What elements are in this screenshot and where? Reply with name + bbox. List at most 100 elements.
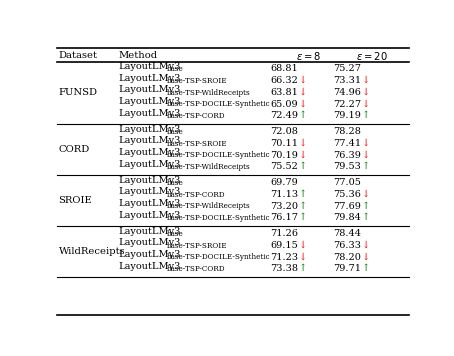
Text: 71.26: 71.26 — [270, 229, 298, 238]
Text: 73.20: 73.20 — [270, 201, 298, 211]
Text: base-TSP-SROIE: base-TSP-SROIE — [167, 140, 227, 148]
Text: 78.28: 78.28 — [333, 127, 361, 136]
Text: 79.19: 79.19 — [333, 111, 361, 120]
Text: base: base — [167, 65, 183, 73]
Text: base-TSP-CORD: base-TSP-CORD — [167, 265, 225, 273]
Text: 76.39: 76.39 — [333, 151, 361, 159]
Text: base-TSP-CORD: base-TSP-CORD — [167, 190, 225, 199]
Text: LayoutLMv3: LayoutLMv3 — [118, 160, 181, 169]
Text: ↓: ↓ — [362, 76, 370, 85]
Text: ↓: ↓ — [299, 76, 307, 85]
Text: 79.84: 79.84 — [333, 213, 361, 222]
Text: ↑: ↑ — [299, 190, 307, 199]
Text: ↑: ↑ — [362, 213, 370, 222]
Text: 69.15: 69.15 — [270, 241, 298, 250]
Text: base-TSP-WildReceipts: base-TSP-WildReceipts — [167, 202, 251, 210]
Text: ↓: ↓ — [299, 241, 307, 250]
Text: base-TSP-SROIE: base-TSP-SROIE — [167, 77, 227, 85]
Text: 77.41: 77.41 — [333, 139, 361, 148]
Text: ↓: ↓ — [362, 139, 370, 148]
Text: 73.38: 73.38 — [270, 264, 298, 273]
Text: base-TSP-DOCILE-Synthetic: base-TSP-DOCILE-Synthetic — [167, 100, 271, 108]
Text: LayoutLMv3: LayoutLMv3 — [118, 97, 181, 106]
Text: ↑: ↑ — [299, 162, 307, 171]
Text: 74.96: 74.96 — [333, 88, 361, 97]
Text: 78.20: 78.20 — [333, 253, 361, 262]
Text: 66.32: 66.32 — [270, 76, 298, 85]
Text: 69.79: 69.79 — [270, 178, 298, 187]
Text: 71.23: 71.23 — [270, 253, 298, 262]
Text: 65.09: 65.09 — [270, 100, 298, 109]
Text: $\epsilon = 20$: $\epsilon = 20$ — [356, 50, 388, 62]
Text: 79.71: 79.71 — [333, 264, 361, 273]
Text: LayoutLMv3: LayoutLMv3 — [118, 85, 181, 94]
Text: 68.81: 68.81 — [270, 64, 298, 73]
Text: LayoutLMv3: LayoutLMv3 — [118, 262, 181, 271]
Text: ↑: ↑ — [299, 213, 307, 222]
Text: 77.05: 77.05 — [333, 178, 361, 187]
Text: ↓: ↓ — [299, 151, 307, 159]
Text: FUNSD: FUNSD — [59, 88, 98, 97]
Text: SROIE: SROIE — [59, 196, 92, 205]
Text: base: base — [167, 128, 183, 136]
Text: Dataset: Dataset — [59, 51, 98, 60]
Text: base-TSP-SROIE: base-TSP-SROIE — [167, 242, 227, 250]
Text: 72.49: 72.49 — [270, 111, 298, 120]
Text: ↓: ↓ — [299, 253, 307, 262]
Text: 75.36: 75.36 — [333, 190, 361, 199]
Text: ↓: ↓ — [362, 190, 370, 199]
Text: ↓: ↓ — [362, 253, 370, 262]
Text: LayoutLMv3: LayoutLMv3 — [118, 62, 181, 71]
Text: LayoutLMv3: LayoutLMv3 — [118, 74, 181, 83]
Text: ↑: ↑ — [299, 264, 307, 273]
Text: base-TSP-WildReceipts: base-TSP-WildReceipts — [167, 89, 251, 96]
Text: ↑: ↑ — [362, 162, 370, 171]
Text: base-TSP-DOCILE-Synthetic: base-TSP-DOCILE-Synthetic — [167, 253, 271, 261]
Text: 76.17: 76.17 — [270, 213, 298, 222]
Text: ↓: ↓ — [362, 151, 370, 159]
Text: 75.27: 75.27 — [333, 64, 361, 73]
Text: LayoutLMv3: LayoutLMv3 — [118, 250, 181, 259]
Text: 73.31: 73.31 — [333, 76, 361, 85]
Text: LayoutLMv3: LayoutLMv3 — [118, 227, 181, 236]
Text: LayoutLMv3: LayoutLMv3 — [118, 176, 181, 185]
Text: 75.52: 75.52 — [270, 162, 298, 171]
Text: base: base — [167, 230, 183, 238]
Text: 77.69: 77.69 — [333, 201, 361, 211]
Text: ↓: ↓ — [299, 139, 307, 148]
Text: ↓: ↓ — [299, 100, 307, 109]
Text: base: base — [167, 179, 183, 187]
Text: base-TSP-DOCILE-Synthetic: base-TSP-DOCILE-Synthetic — [167, 151, 271, 159]
Text: LayoutLMv3: LayoutLMv3 — [118, 148, 181, 157]
Text: $\epsilon = 8$: $\epsilon = 8$ — [296, 50, 321, 62]
Text: ↑: ↑ — [299, 201, 307, 211]
Text: ↓: ↓ — [362, 241, 370, 250]
Text: 79.53: 79.53 — [333, 162, 361, 171]
Text: Method: Method — [118, 51, 158, 60]
Text: 72.08: 72.08 — [270, 127, 298, 136]
Text: LayoutLMv3: LayoutLMv3 — [118, 136, 181, 145]
Text: ↑: ↑ — [299, 111, 307, 120]
Text: LayoutLMv3: LayoutLMv3 — [118, 199, 181, 208]
Text: ↑: ↑ — [362, 111, 370, 120]
Text: WildReceipts: WildReceipts — [59, 247, 125, 256]
Text: 63.81: 63.81 — [270, 88, 298, 97]
Text: 78.44: 78.44 — [333, 229, 361, 238]
Text: 76.33: 76.33 — [333, 241, 361, 250]
Text: ↑: ↑ — [362, 264, 370, 273]
Text: ↑: ↑ — [362, 201, 370, 211]
Text: base-TSP-CORD: base-TSP-CORD — [167, 112, 225, 120]
Text: LayoutLMv3: LayoutLMv3 — [118, 109, 181, 118]
Text: base-TSP-WildReceipts: base-TSP-WildReceipts — [167, 163, 251, 171]
Text: 72.27: 72.27 — [333, 100, 361, 109]
Text: LayoutLMv3: LayoutLMv3 — [118, 125, 181, 134]
Text: 70.11: 70.11 — [270, 139, 298, 148]
Text: ↓: ↓ — [362, 100, 370, 109]
Text: ↓: ↓ — [299, 88, 307, 97]
Text: LayoutLMv3: LayoutLMv3 — [118, 239, 181, 247]
Text: CORD: CORD — [59, 145, 90, 154]
Text: 71.13: 71.13 — [270, 190, 298, 199]
Text: ↓: ↓ — [362, 88, 370, 97]
Text: LayoutLMv3: LayoutLMv3 — [118, 211, 181, 220]
Text: base-TSP-DOCILE-Synthetic: base-TSP-DOCILE-Synthetic — [167, 214, 271, 222]
